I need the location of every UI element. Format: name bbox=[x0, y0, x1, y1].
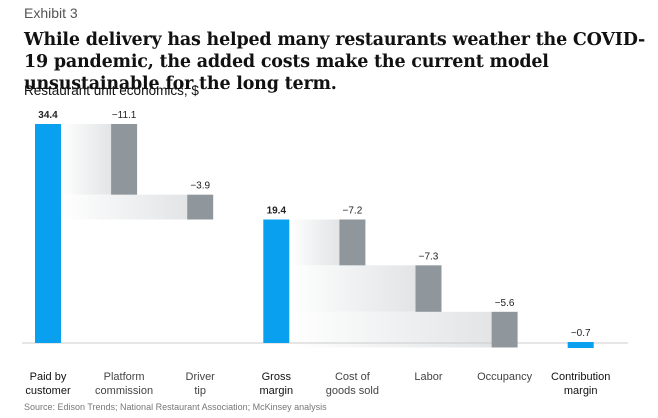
value-label-layer: 34.4 −11.1 −3.9 19.4 −7.2 −7.3 −5.6 −0.7 bbox=[38, 110, 591, 339]
connector-band bbox=[61, 194, 188, 220]
value-label: −0.7 bbox=[571, 328, 591, 339]
bar-platform-commission bbox=[111, 124, 138, 195]
value-label: 19.4 bbox=[267, 205, 287, 216]
value-label: −5.6 bbox=[495, 298, 515, 309]
source-note: Source: Edison Trends; National Restaura… bbox=[24, 402, 327, 412]
connector-band bbox=[289, 265, 416, 312]
category-label: Occupancy bbox=[477, 371, 533, 383]
bar-cost-of-goods-sold bbox=[339, 219, 366, 266]
connector-layer bbox=[61, 124, 492, 348]
value-label: −3.9 bbox=[190, 181, 210, 192]
value-label: −7.3 bbox=[419, 251, 439, 262]
category-label: Labor bbox=[414, 371, 442, 383]
value-label: 34.4 bbox=[38, 110, 58, 121]
bar-gross-margin bbox=[263, 219, 290, 343]
connector-band bbox=[61, 124, 112, 195]
bar-labor bbox=[415, 265, 442, 312]
exhibit-label: Exhibit 3 bbox=[24, 5, 78, 21]
bar-occupancy bbox=[491, 311, 518, 348]
chart-subtitle: Restaurant unit economics, $ bbox=[24, 83, 199, 98]
value-label: −11.1 bbox=[112, 110, 137, 121]
value-label: −7.2 bbox=[343, 205, 363, 216]
category-label: Paid by bbox=[30, 371, 67, 383]
chart-title: While delivery has helped many restauran… bbox=[24, 30, 646, 94]
connector-band bbox=[289, 219, 340, 266]
category-label: margin bbox=[259, 385, 293, 397]
category-label: tip bbox=[194, 385, 206, 397]
category-label-layer: Paid by customer Platform commission Driver t… bbox=[25, 371, 610, 397]
bar-paid-by-customer bbox=[35, 124, 61, 343]
category-label: Cost of bbox=[335, 371, 371, 383]
bar-driver-tip bbox=[187, 194, 214, 220]
category-label: Gross bbox=[262, 371, 292, 383]
bar-layer bbox=[35, 124, 594, 348]
category-label: customer bbox=[25, 385, 71, 397]
category-label: Platform bbox=[104, 371, 145, 383]
category-label: Driver bbox=[186, 371, 216, 383]
connector-band bbox=[289, 311, 492, 348]
category-label: Contribution bbox=[551, 371, 610, 383]
category-label: margin bbox=[564, 385, 598, 397]
category-label: commission bbox=[95, 385, 153, 397]
bar-contribution-margin bbox=[567, 342, 594, 348]
category-label: goods sold bbox=[326, 385, 379, 397]
